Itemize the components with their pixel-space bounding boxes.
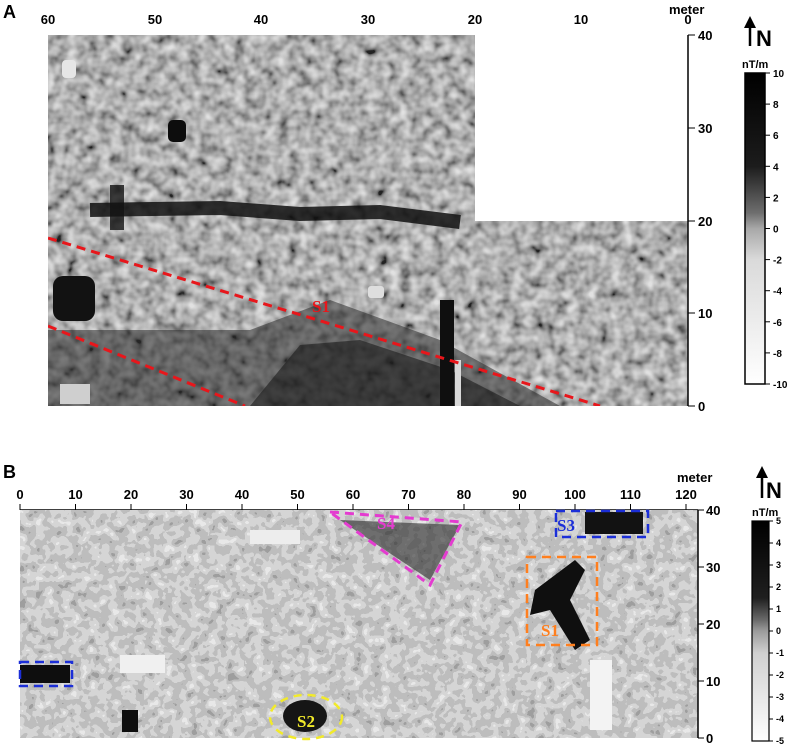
panel-b-colorbar-tick: 0	[776, 626, 781, 636]
panel-b-s1-label: S1	[541, 621, 559, 640]
panel-a-y-tick: 20	[698, 214, 712, 229]
panel-b-x-tick: 0	[16, 487, 23, 502]
panel-a-y-tick: 40	[698, 28, 712, 43]
panel-a-colorbar-tick: 4	[773, 162, 779, 173]
panel-a-colorbar-tick: -6	[773, 318, 782, 329]
s1-outline	[525, 555, 599, 647]
panel-b-colorbar-tick: -1	[776, 648, 784, 658]
panel-b-x-tick: 20	[124, 487, 138, 502]
panel-b-north-label: N	[766, 478, 782, 503]
panel-a-north-arrow: N	[744, 16, 772, 51]
panel-b-unit-label: meter	[677, 470, 712, 485]
panel-b-colorbar-tick: 5	[776, 516, 781, 526]
panel-a: A meter 60 50 40 30 20 10 0	[3, 2, 788, 414]
panel-b-colorbar-tick: -3	[776, 692, 784, 702]
s4-outline	[324, 510, 465, 588]
s3-outline-right	[554, 509, 650, 539]
panel-a-colorbar-tick: 10	[773, 69, 785, 80]
panel-b-x-tick: 40	[235, 487, 249, 502]
panel-a-colorbar-tick: -4	[773, 287, 782, 298]
panel-b-colorbar-unit: nT/m	[752, 507, 778, 519]
panel-a-colorbar-unit: nT/m	[742, 59, 768, 71]
panel-a-x-axis: 60 50 40 30 20 10 0	[41, 12, 692, 27]
panel-b-colorbar-tick: 3	[776, 560, 781, 570]
panel-b-x-tick: 110	[620, 487, 641, 502]
panel-b-y-axis: 40 30 20 10 0	[697, 503, 720, 746]
panel-a-north-label: N	[756, 26, 772, 51]
panel-b-s2-label: S2	[297, 712, 315, 731]
panel-b-x-tick: 60	[346, 487, 360, 502]
panel-a-x-tick: 50	[148, 12, 162, 27]
panel-a-s1-boundaries	[48, 236, 601, 406]
panel-a-x-tick: 40	[254, 12, 268, 27]
panel-b-x-tick: 70	[401, 487, 415, 502]
panel-b-x-tick: 10	[68, 487, 82, 502]
panel-b-y-tick: 40	[706, 503, 720, 518]
panel-b-x-tick: 30	[179, 487, 193, 502]
panel-a-colorbar-tick: -8	[773, 349, 782, 360]
panel-b-x-tick: 80	[457, 487, 471, 502]
panel-a-x-tick: 30	[361, 12, 375, 27]
panel-a-gradiometer-map	[48, 35, 688, 406]
panel-a-colorbar-tick: 8	[773, 100, 779, 111]
panel-b-gradiometer-map	[20, 510, 698, 738]
panel-b-colorbar: nT/m 5 4 3 2 1 0 -1 -2 -3 -4 -5	[751, 507, 784, 746]
panel-b-colorbar-tick: -4	[776, 714, 784, 724]
panel-a-colorbar: nT/m 10 8 6 4 2 0 -2 -4 -6 -8 -10	[742, 59, 788, 391]
panel-a-y-axis: 40 30 20 10 0	[687, 28, 712, 414]
panel-b-x-axis: 0 10 20 30 40 50 60 70 80 90 100 110 120	[16, 487, 698, 511]
panel-b-x-tick: 100	[564, 487, 586, 502]
s1-boundary-line-lower	[48, 324, 246, 406]
s1-boundary-line-upper	[48, 236, 601, 406]
panel-b-colorbar-tick: 2	[776, 582, 781, 592]
panel-b-x-tick: 90	[512, 487, 526, 502]
panel-b-y-tick: 30	[706, 560, 720, 575]
panel-b-colorbar-tick: 4	[776, 538, 781, 548]
panel-a-colorbar-tick: -2	[773, 256, 782, 267]
panel-b: B meter 0 10 20 30 40 50 60 70 80 90 100 110 120	[3, 462, 784, 746]
panel-a-colorbar-ticks: 10 8 6 4 2 0 -2 -4 -6 -8 -10	[765, 69, 788, 391]
panel-b-colorbar-tick: -2	[776, 670, 784, 680]
panel-a-y-tick: 0	[698, 399, 705, 414]
panel-a-y-tick: 10	[698, 306, 712, 321]
panel-a-x-tick: 0	[684, 12, 691, 27]
panel-b-x-tick: 50	[290, 487, 304, 502]
panel-b-annotations: S4 S3 S1 S2	[18, 509, 650, 741]
panel-b-y-tick: 20	[706, 617, 720, 632]
s3-outline-left	[18, 660, 74, 688]
panel-a-x-tick: 60	[41, 12, 55, 27]
panel-b-colorbar-tick: -5	[776, 736, 784, 746]
panel-b-colorbar-ticks: 5 4 3 2 1 0 -1 -2 -3 -4 -5	[769, 516, 784, 746]
panel-b-x-tick: 120	[675, 487, 697, 502]
panel-a-colorbar-tick: 2	[773, 193, 779, 204]
panel-a-y-tick: 30	[698, 121, 712, 136]
panel-a-colorbar-tick: 0	[773, 225, 779, 236]
panel-b-s4-label: S4	[377, 514, 395, 533]
panel-a-s1-label: S1	[312, 297, 330, 316]
panel-b-s3-label: S3	[557, 516, 575, 535]
panel-b-y-tick: 0	[706, 731, 713, 746]
panel-a-unit-label: meter	[669, 2, 704, 17]
panel-b-colorbar-tick: 1	[776, 604, 781, 614]
panel-b-letter: B	[3, 462, 16, 482]
s2-outline	[268, 693, 344, 741]
panel-b-north-arrow: N	[756, 466, 782, 503]
panel-a-colorbar-tick: -10	[773, 380, 788, 391]
panel-a-letter: A	[3, 2, 16, 22]
panel-a-x-tick: 20	[468, 12, 482, 27]
panel-b-y-tick: 10	[706, 674, 720, 689]
panel-a-x-tick: 10	[574, 12, 588, 27]
panel-a-colorbar-tick: 6	[773, 131, 779, 142]
